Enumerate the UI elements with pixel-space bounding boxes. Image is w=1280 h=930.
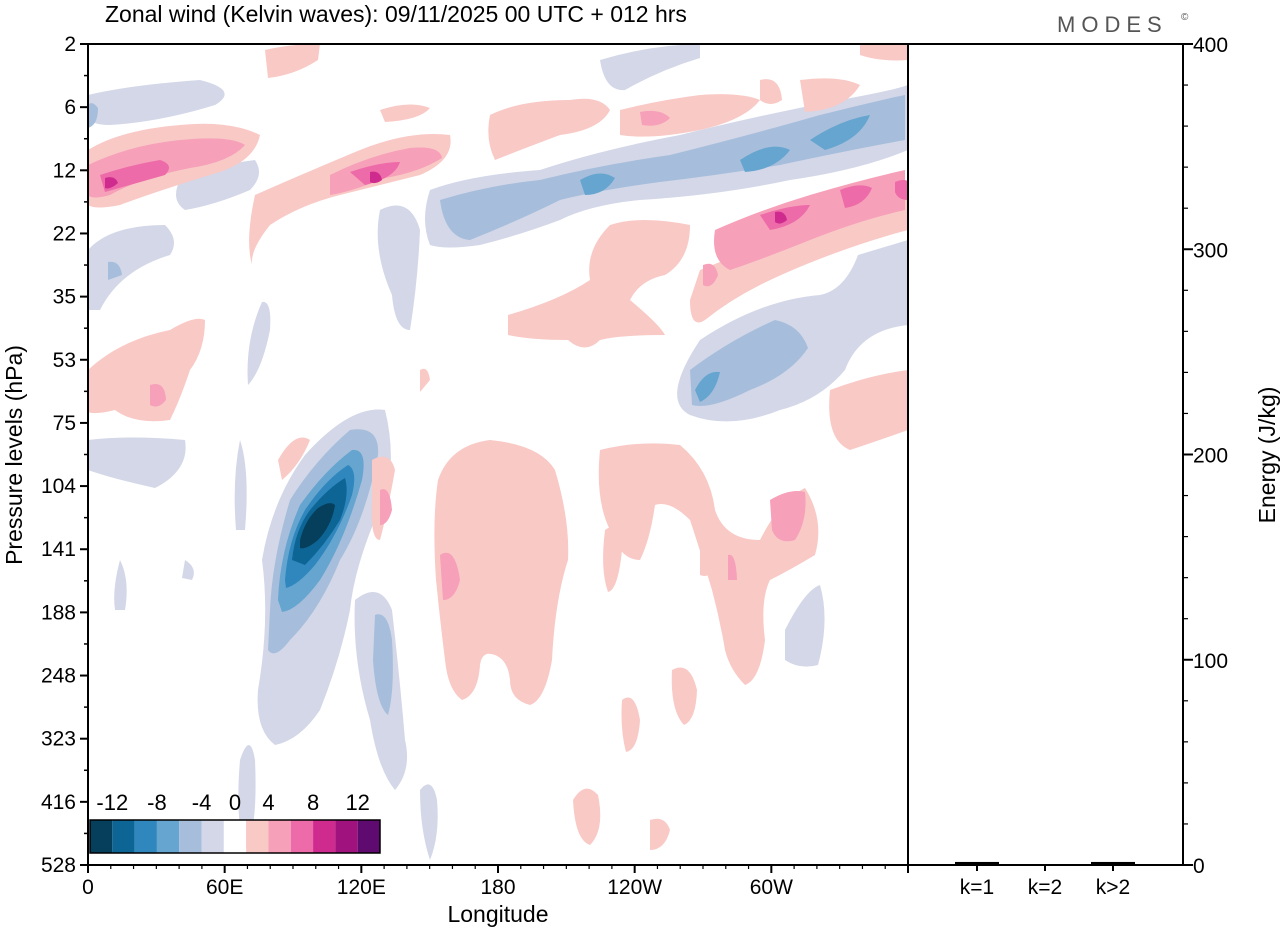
colorbar-label: -4 [192, 790, 212, 815]
colorbar-swatch [112, 820, 135, 853]
energy-bars: k=1 k=2 k>2 [955, 861, 1135, 899]
longitude-axis: 0 60E 120E 180 120W 60W [82, 865, 909, 899]
colorbar-frame [89, 819, 381, 854]
x-tick-label: 120E [337, 876, 386, 899]
y-tick-label: 416 [41, 791, 76, 814]
y-tick-label: 22 [53, 222, 76, 245]
y-tick-label: 75 [53, 412, 76, 435]
colorbar-swatch [179, 820, 202, 853]
energy-tick-label: 400 [1193, 34, 1228, 57]
colorbar-label: 12 [345, 790, 369, 815]
energy-tick-label: 100 [1193, 650, 1228, 673]
colorbar-swatch [290, 820, 314, 853]
colorbar-swatch [134, 820, 157, 853]
colorbar-swatch [313, 820, 336, 853]
pressure-axis: 2 6 12 22 35 53 75 104 141 188 248 323 416 528 [41, 33, 88, 877]
y-tick-label: 141 [41, 538, 76, 561]
chart-title: Zonal wind (Kelvin waves): 09/11/2025 00… [105, 1, 687, 27]
energy-tick-label: 200 [1193, 445, 1228, 468]
y-tick-label: 323 [41, 728, 76, 751]
energy-bar [955, 861, 999, 865]
y-axis-label: Pressure levels (hPa) [1, 345, 27, 565]
colorbar-swatch [201, 820, 224, 853]
y-tick-label: 188 [41, 601, 76, 624]
y-tick-label: 12 [53, 159, 76, 182]
colorbar-label: -12 [96, 790, 128, 815]
logo-copyright-mark: © [1181, 12, 1189, 23]
y-tick-label: 528 [41, 854, 76, 877]
energy-axis: 0 100 200 300 400 [1183, 34, 1228, 878]
y-tick-label: 2 [64, 33, 76, 56]
x-axis-label: Longitude [447, 901, 548, 927]
energy-category-label: k>2 [1096, 876, 1130, 899]
x-tick-label: 180 [480, 876, 515, 899]
y-tick-label: 35 [53, 286, 76, 309]
energy-bar [1091, 861, 1135, 865]
colorbar-swatch [223, 820, 247, 853]
contour-level-neg14 [300, 503, 335, 549]
x-tick-label: 60W [750, 876, 793, 899]
colorbar-swatch [156, 820, 180, 853]
contour-field [88, 44, 908, 860]
y-tick-label: 53 [53, 349, 76, 372]
energy-category-label: k=2 [1028, 876, 1062, 899]
x-tick-label: 120W [607, 876, 662, 899]
colorbar-swatch [335, 820, 358, 853]
energy-axis-label: Energy (J/kg) [1254, 387, 1280, 524]
colorbar-swatch [246, 820, 269, 853]
colorbar-label: 0 [229, 790, 241, 815]
colorbar-label: -8 [147, 790, 167, 815]
colorbar-swatch [268, 820, 291, 853]
contour-level-pos4 [88, 44, 908, 850]
modes-logo: MODES [1057, 12, 1168, 37]
energy-tick-label: 300 [1193, 239, 1228, 262]
colorbar: -12 -8 -4 0 4 8 12 [89, 790, 381, 854]
colorbar-label: 8 [307, 790, 319, 815]
energy-tick-label: 0 [1193, 855, 1205, 878]
colorbar-swatch [357, 820, 380, 853]
energy-bar [1023, 864, 1067, 865]
x-tick-label: 0 [82, 876, 94, 899]
y-tick-label: 6 [64, 96, 76, 119]
energy-category-label: k=1 [960, 876, 994, 899]
x-tick-label: 60E [206, 876, 243, 899]
energy-panel-frame [907, 43, 1184, 866]
colorbar-swatch [90, 820, 113, 853]
colorbar-label: 4 [262, 790, 274, 815]
contour-level-pos10 [105, 171, 787, 224]
y-tick-label: 248 [41, 665, 76, 688]
y-tick-label: 104 [41, 475, 76, 498]
